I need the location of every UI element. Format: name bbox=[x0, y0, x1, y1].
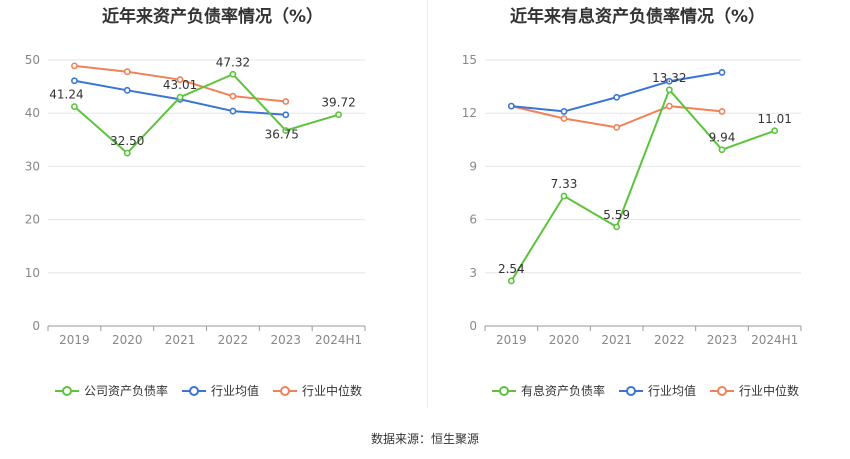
data-point bbox=[335, 111, 342, 119]
y-tick-label: 3 bbox=[469, 266, 477, 280]
legend-item-company-debt-ratio[interactable]: 公司资产负债率 bbox=[55, 382, 168, 399]
legend-item-industry-average[interactable]: 行业均值 bbox=[619, 382, 696, 399]
y-tick-label: 15 bbox=[462, 53, 477, 67]
right-chart-title: 近年来有息资产负债率情况（%） bbox=[509, 7, 766, 27]
data-label: 11.01 bbox=[757, 112, 791, 126]
panel-divider bbox=[427, 0, 428, 408]
left-chart-legend: 公司资产负债率 行业均值 行业中位数 bbox=[55, 382, 362, 399]
data-label: 2.54 bbox=[498, 262, 525, 276]
legend-item-industry-median[interactable]: 行业中位数 bbox=[273, 382, 362, 399]
series-line bbox=[73, 73, 339, 155]
data-point bbox=[771, 127, 779, 135]
data-label: 39.72 bbox=[321, 96, 355, 110]
y-tick-label: 12 bbox=[462, 106, 477, 120]
legend-label: 行业均值 bbox=[648, 384, 697, 398]
y-tick-label: 20 bbox=[25, 213, 40, 227]
legend-item-interest-bearing-debt-ratio[interactable]: 有息资产负债率 bbox=[492, 382, 605, 399]
data-point bbox=[613, 123, 621, 131]
legend-line-icon bbox=[492, 385, 516, 397]
data-point bbox=[229, 107, 237, 115]
right-chart-legend: 有息资产负债率 行业均值 行业中位数 bbox=[492, 382, 799, 399]
x-tick-label: 2024H1 bbox=[315, 333, 362, 347]
data-point bbox=[507, 277, 515, 285]
y-tick-label: 6 bbox=[469, 213, 477, 227]
data-point bbox=[282, 127, 290, 134]
x-tick-label: 2024H1 bbox=[751, 333, 798, 347]
x-tick-label: 2022 bbox=[654, 333, 685, 347]
legend-line-icon bbox=[710, 385, 735, 397]
data-point bbox=[229, 70, 237, 78]
data-point bbox=[507, 102, 515, 110]
legend-line-icon bbox=[273, 385, 298, 397]
x-tick-label: 2021 bbox=[165, 333, 196, 347]
data-point bbox=[560, 108, 568, 115]
legend-line-icon bbox=[619, 385, 644, 397]
legend-item-industry-median[interactable]: 行业中位数 bbox=[710, 382, 799, 399]
x-tick-label: 2023 bbox=[707, 333, 738, 347]
data-point bbox=[123, 86, 131, 94]
data-label: 9.94 bbox=[709, 131, 736, 145]
data-point bbox=[718, 108, 726, 115]
y-tick-label: 40 bbox=[25, 106, 40, 120]
legend-item-industry-average[interactable]: 行业均值 bbox=[182, 382, 259, 399]
x-tick-label: 2019 bbox=[59, 333, 90, 347]
data-point bbox=[71, 103, 78, 111]
legend-label: 行业中位数 bbox=[302, 384, 363, 398]
y-tick-label: 9 bbox=[469, 159, 477, 173]
data-point bbox=[665, 77, 673, 85]
data-source-note: 数据来源：恒生聚源 bbox=[370, 432, 479, 446]
data-point bbox=[123, 68, 131, 76]
legend-label: 行业中位数 bbox=[739, 384, 800, 398]
data-label: 47.32 bbox=[216, 55, 250, 69]
x-tick-label: 2019 bbox=[496, 333, 527, 347]
data-label: 36.75 bbox=[265, 127, 299, 141]
data-point bbox=[718, 146, 726, 154]
series-line bbox=[511, 71, 723, 113]
x-tick-label: 2020 bbox=[549, 333, 580, 347]
y-tick-label: 30 bbox=[25, 159, 40, 173]
data-point bbox=[560, 115, 568, 122]
x-tick-label: 2020 bbox=[112, 333, 143, 347]
data-point bbox=[613, 93, 621, 101]
y-tick-label: 0 bbox=[32, 319, 40, 333]
data-point bbox=[282, 111, 290, 119]
x-tick-label: 2022 bbox=[218, 333, 249, 347]
y-tick-label: 0 bbox=[469, 319, 477, 333]
data-label: 41.24 bbox=[49, 88, 83, 102]
data-point bbox=[282, 98, 290, 105]
data-label: 32.50 bbox=[110, 134, 144, 148]
data-label: 43.01 bbox=[163, 78, 197, 92]
data-point bbox=[613, 223, 621, 231]
left-chart-title: 近年来资产负债率情况（%） bbox=[101, 7, 324, 27]
y-tick-label: 10 bbox=[25, 266, 40, 280]
legend-label: 公司资产负债率 bbox=[84, 384, 169, 398]
data-point bbox=[229, 92, 237, 100]
x-tick-label: 2021 bbox=[601, 333, 632, 347]
data-point bbox=[665, 102, 673, 110]
series-line bbox=[510, 88, 776, 282]
data-point bbox=[176, 76, 184, 84]
y-tick-label: 50 bbox=[25, 53, 40, 67]
legend-label: 行业均值 bbox=[211, 384, 260, 398]
data-point bbox=[718, 69, 726, 76]
data-label: 13.32 bbox=[652, 71, 686, 85]
data-point bbox=[176, 93, 184, 101]
data-point bbox=[560, 192, 568, 200]
data-point bbox=[71, 62, 78, 70]
data-point bbox=[71, 77, 78, 85]
data-label: 5.59 bbox=[603, 208, 630, 222]
data-point bbox=[665, 86, 673, 94]
data-point bbox=[123, 149, 131, 157]
legend-line-icon bbox=[55, 385, 79, 397]
legend-line-icon bbox=[182, 385, 207, 397]
data-label: 7.33 bbox=[551, 177, 578, 191]
x-tick-label: 2023 bbox=[270, 333, 301, 347]
legend-label: 有息资产负债率 bbox=[521, 384, 606, 398]
